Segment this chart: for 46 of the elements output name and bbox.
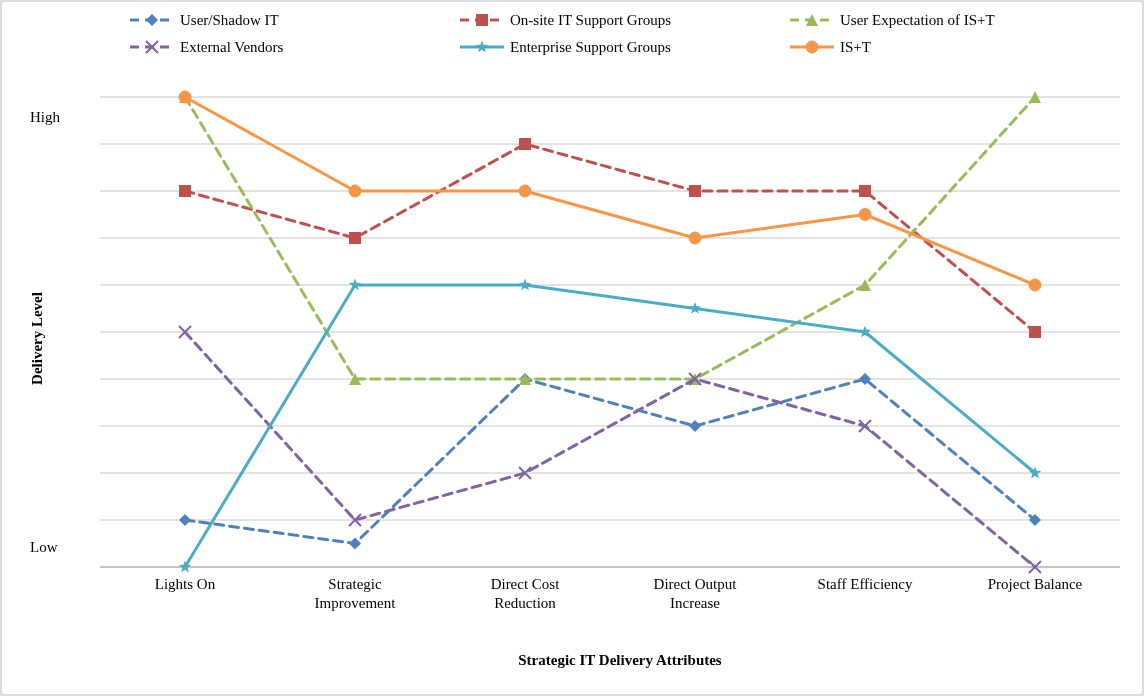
point bbox=[688, 231, 702, 245]
point bbox=[689, 185, 701, 197]
point bbox=[518, 278, 532, 291]
point bbox=[858, 208, 872, 221]
legend-label: User/Shadow IT bbox=[180, 12, 279, 29]
point bbox=[859, 185, 871, 197]
legend-label: External Vendors bbox=[180, 39, 284, 56]
point bbox=[858, 419, 872, 433]
point bbox=[349, 373, 361, 385]
text: High bbox=[30, 109, 61, 126]
x-tick-label: Direct Output Increase bbox=[653, 576, 738, 611]
point bbox=[1029, 326, 1041, 338]
point bbox=[179, 514, 191, 526]
legend-label: Enterprise Support Groups bbox=[510, 39, 671, 56]
x-tick-label: Project Balance bbox=[987, 576, 1083, 592]
x-axis-title: Strategic IT Delivery Attributes bbox=[518, 652, 722, 668]
point bbox=[688, 301, 702, 314]
text: Low bbox=[30, 539, 58, 556]
point bbox=[348, 278, 362, 291]
point bbox=[179, 185, 191, 197]
point bbox=[859, 373, 871, 385]
legend-label: User Expectation of IS+T bbox=[840, 12, 995, 29]
point bbox=[349, 537, 361, 550]
legend-label: IS+T bbox=[840, 39, 871, 56]
point bbox=[349, 232, 361, 244]
point bbox=[1028, 560, 1042, 574]
point bbox=[859, 279, 871, 291]
point bbox=[178, 325, 192, 339]
point bbox=[1028, 466, 1042, 479]
point bbox=[518, 184, 532, 198]
point bbox=[689, 420, 701, 432]
point bbox=[178, 560, 192, 573]
point bbox=[858, 325, 872, 338]
x-tick-label: Staff Efficiency bbox=[817, 576, 913, 592]
point bbox=[1028, 278, 1042, 292]
x-tick-label: Strategic Improvement bbox=[314, 576, 397, 611]
point bbox=[1029, 91, 1041, 103]
point bbox=[348, 184, 362, 198]
point bbox=[1029, 514, 1041, 526]
y-axis-title: Delivery Level bbox=[29, 292, 45, 385]
legend-label: On-site IT Support Groups bbox=[510, 12, 672, 29]
x-tick-label: Lights On bbox=[154, 576, 216, 592]
x-tick-label: Direct Cost Reduction bbox=[490, 576, 561, 611]
point bbox=[518, 466, 532, 480]
point bbox=[519, 138, 531, 150]
point bbox=[348, 513, 362, 527]
